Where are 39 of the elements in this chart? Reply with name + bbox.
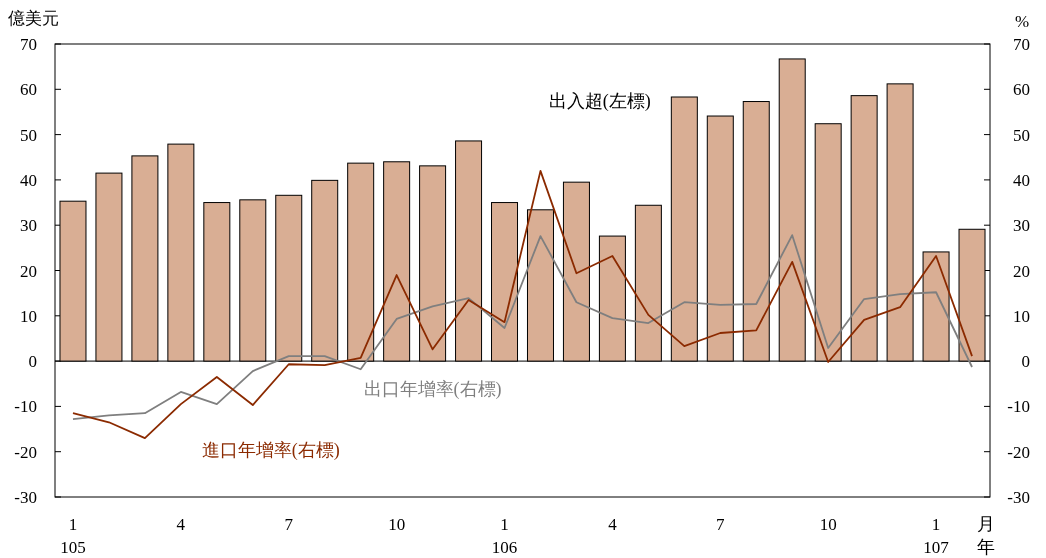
y-tick-label: 60: [20, 80, 37, 100]
y-tick-label: 20: [20, 261, 37, 281]
y-tick-label: 0: [28, 352, 37, 372]
x-tick-label: 7: [284, 515, 294, 534]
y-tick-label: 40: [20, 170, 37, 190]
x-tick-label: 1 107: [923, 515, 950, 557]
line-series: [72, 169, 973, 440]
y-tick-label: 70: [20, 35, 37, 54]
y-tick-label: 30: [20, 216, 37, 236]
x-tick-label: 10: [388, 515, 406, 534]
y2-axis-title: %: [1014, 12, 1030, 31]
text: 進口年增率(右標): [201, 440, 340, 462]
y-axis-title: 億美元: [8, 9, 59, 28]
y2-tick-label: 70: [1013, 35, 1030, 54]
series-label: 出口年增率(右標): [363, 379, 502, 401]
y2-tick-label: 60: [1013, 80, 1030, 100]
x-tick-label: 10: [819, 515, 837, 534]
x-tick-label: 7: [716, 515, 726, 534]
y2-tick-label: 0: [1021, 352, 1030, 372]
y2-tick-label: 10: [1013, 306, 1030, 326]
x-tick-label: 4: [176, 515, 186, 534]
x-tick-label: 1 106: [491, 515, 518, 557]
y2-tick-label: -30: [1007, 488, 1030, 507]
y2-tick-label: 20: [1013, 261, 1030, 281]
y-tick-label: -30: [14, 488, 37, 507]
x-axis-title: 月年: [977, 514, 995, 557]
y-tick-label: -10: [14, 397, 37, 417]
y2-tick-label: 50: [1013, 125, 1030, 145]
x-tick-label: 1 105: [60, 515, 86, 557]
y-tick-label: -20: [14, 442, 37, 462]
x-tick-label: 4: [608, 515, 618, 534]
y-tick-label: 10: [20, 306, 37, 326]
y2-tick-label: -20: [1007, 442, 1030, 462]
y-tick-label: 50: [20, 125, 37, 145]
series-label: 出入超(左標): [548, 91, 651, 113]
y2-tick-label: -10: [1007, 397, 1030, 417]
y2-tick-label: 30: [1013, 216, 1030, 236]
y2-tick-label: 40: [1013, 170, 1030, 190]
line-series: [72, 234, 973, 420]
